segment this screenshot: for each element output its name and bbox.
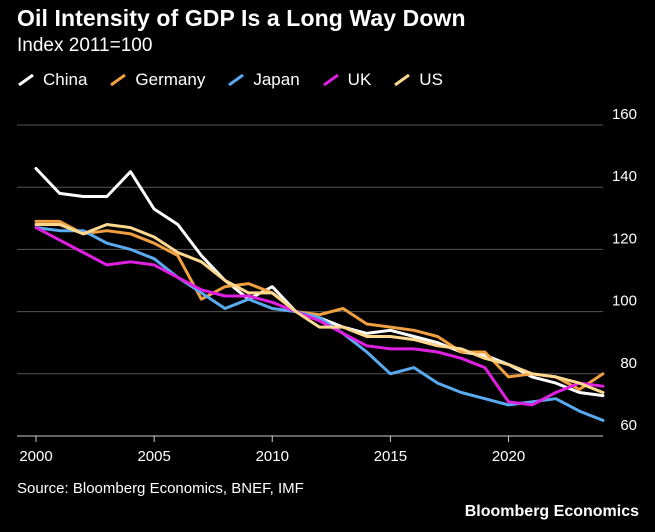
series-line-japan <box>34 226 605 422</box>
x-tick-label-2000: 2000 <box>19 448 52 465</box>
source-note: Source: Bloomberg Economics, BNEF, IMF <box>17 480 304 497</box>
y-tick-label-160: 160 <box>612 106 637 123</box>
series-line-germany <box>34 219 605 391</box>
x-tick-label-2010: 2010 <box>256 448 289 465</box>
legend-item-us: US <box>393 70 443 90</box>
legend-label-uk: UK <box>347 70 372 89</box>
x-tick-label-2015: 2015 <box>374 448 407 465</box>
x-tick-label-2020: 2020 <box>492 448 525 465</box>
y-tick-label-100: 100 <box>612 293 637 310</box>
legend: China Germany Japan UK US <box>17 70 465 90</box>
series-line-uk <box>34 226 605 407</box>
y-tick-label-120: 120 <box>612 230 637 247</box>
y-tick-label-60: 60 <box>620 417 637 434</box>
legend-label-china: China <box>43 70 88 89</box>
y-tick-label-80: 80 <box>620 355 637 372</box>
series-line-china <box>34 167 605 398</box>
x-tick-label-2005: 2005 <box>137 448 170 465</box>
legend-label-us: US <box>419 70 443 89</box>
legend-swatch-china <box>18 74 34 86</box>
y-tick-label-140: 140 <box>612 168 637 185</box>
legend-item-uk: UK <box>322 70 372 90</box>
chart-subtitle: Index 2011=100 <box>17 35 153 56</box>
chart-title: Oil Intensity of GDP Is a Long Way Down <box>17 5 466 31</box>
legend-swatch-uk <box>322 74 339 86</box>
legend-item-japan: Japan <box>227 70 300 90</box>
legend-swatch-germany <box>110 74 127 86</box>
legend-item-china: China <box>17 70 87 90</box>
series-line-us <box>34 223 605 394</box>
legend-swatch-us <box>394 74 411 86</box>
legend-item-germany: Germany <box>109 70 205 90</box>
legend-label-germany: Germany <box>135 70 206 89</box>
legend-swatch-japan <box>228 74 245 86</box>
legend-label-japan: Japan <box>253 70 300 89</box>
brand-logo-text: Bloomberg Economics <box>464 503 639 520</box>
